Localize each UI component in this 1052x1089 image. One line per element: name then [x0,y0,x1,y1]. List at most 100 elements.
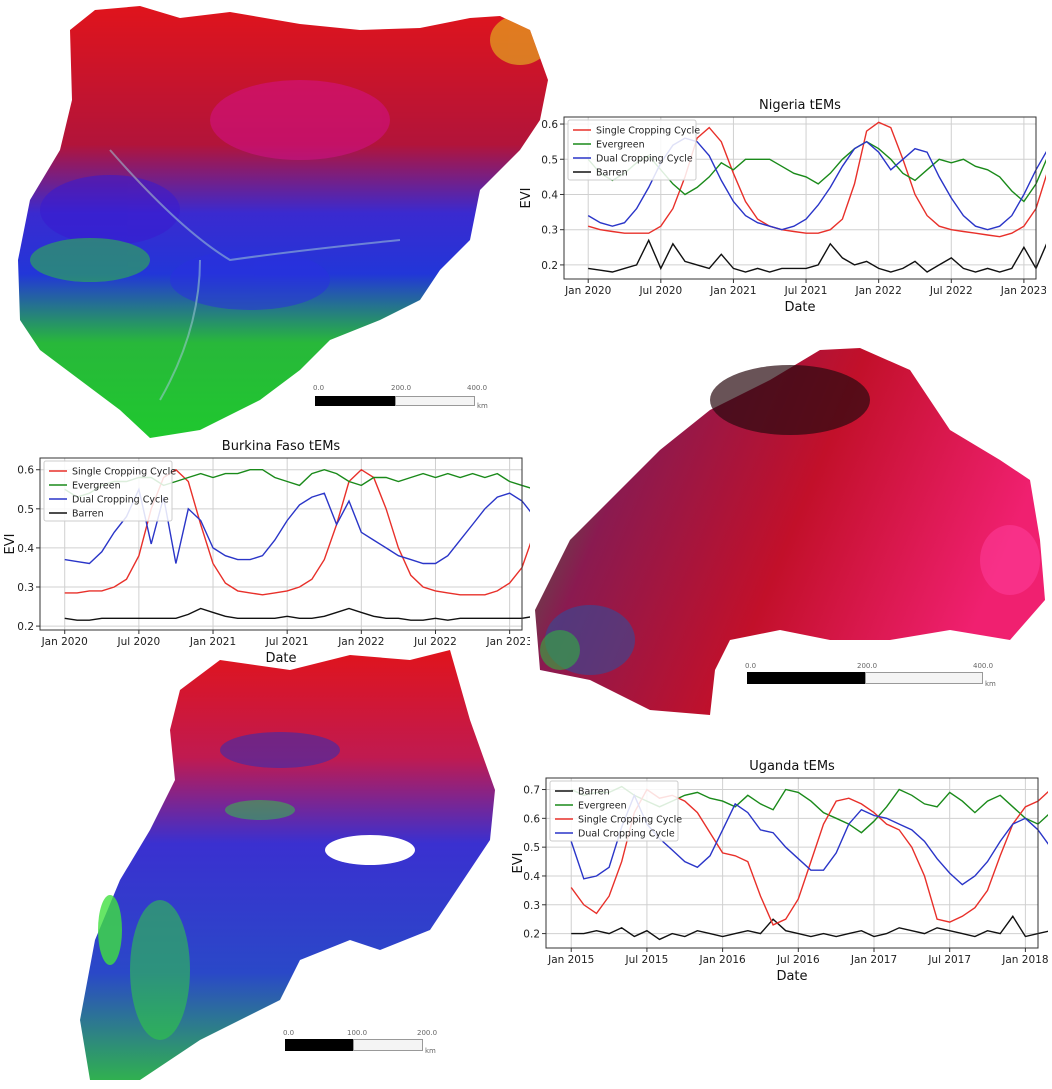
y-axis-label: EVI [519,188,534,209]
y-tick-label: 0.6 [17,465,34,477]
scalebar-label-1: 200.0 [857,662,878,670]
legend-entry: Dual Cropping Cycle [72,495,169,506]
legend-entry: Single Cropping Cycle [578,815,682,826]
scalebar-label-1: 200.0 [391,384,412,392]
scalebar-label-1: 100.0 [347,1029,368,1037]
y-axis-label: EVI [511,853,526,874]
scalebar-label-0: 0.0 [283,1029,295,1037]
x-tick-label: Jan 2022 [855,285,902,297]
y-tick-label: 0.4 [541,189,558,201]
x-tick-label: Jul 2015 [625,954,669,966]
scalebar-label-2: 400.0 [467,384,488,392]
y-tick-label: 0.3 [523,900,540,912]
scalebar-label-2: 200.0 [417,1029,438,1037]
x-tick-label: Jul 2022 [929,285,973,297]
nigeria-map [18,6,548,438]
x-tick-label: Jan 2017 [850,954,897,966]
legend: Single Cropping Cycle Evergreen Dual Cropp… [43,460,176,522]
y-tick-label: 0.3 [541,225,558,237]
uganda-chart: Uganda tEMs Jan 2015 Jul 2015 Jan 2016 Jul 2… [511,759,1048,982]
x-tick-label: Jul 2020 [117,636,161,648]
scalebar-unit: km [425,1047,436,1055]
legend: Barren Evergreen Single Cropping Cycle Dual… [549,780,682,842]
x-tick-label: Jan 2022 [337,636,384,648]
legend-entry: Evergreen [578,801,627,812]
legend-box [43,460,173,522]
legend: Single Cropping Cycle Evergreen Dual Cropp… [567,119,700,181]
y-tick-label: 0.5 [523,842,540,854]
x-tick-label: Jan 2015 [547,954,594,966]
scalebar-white-segment [865,672,983,684]
nigeria-scalebar: 0.0 200.0 400.0 km [313,384,493,414]
y-tick-label: 0.7 [523,785,540,797]
x-tick-label: Jul 2017 [927,954,971,966]
x-axis-label: Date [265,651,296,666]
y-tick-label: 0.2 [523,929,540,941]
x-axis-label: Date [776,969,807,982]
legend-box [567,119,697,181]
scalebar-black-segment [285,1039,353,1051]
x-axis-label: Date [784,300,815,315]
scalebar-unit: km [477,402,488,410]
nigeria-shape [18,6,548,438]
series-line-barren [571,915,1048,941]
legend-entry: Single Cropping Cycle [596,126,700,137]
chart-title: Nigeria tEMs [759,98,841,113]
scalebar-label-0: 0.0 [745,662,757,670]
x-tick-label: Jan 2020 [41,636,88,648]
series-line-dual-cropping-cycle [570,793,1048,886]
legend-entry: Barren [72,509,104,520]
legend-box [549,780,679,842]
legend-entry: Barren [596,168,628,179]
x-tick-label: Jan 2021 [709,285,756,297]
plot-frame [563,116,1037,280]
x-tick-label: Jan 2016 [698,954,746,966]
y-tick-label: 0.5 [541,154,558,166]
y-axis-label: EVI [3,534,18,555]
y-tick-label: 0.5 [17,504,34,516]
x-tick-label: Jan 2018 [1001,954,1048,966]
scalebar-label-2: 400.0 [973,662,994,670]
uganda-map [80,650,495,1080]
y-tick-label: 0.2 [541,260,558,272]
legend-entry: Dual Cropping Cycle [578,829,675,840]
x-tick-label: Jan 2021 [189,636,236,648]
y-tick-label: 0.4 [523,871,540,883]
x-tick-label: Jan 2020 [564,285,611,297]
x-tick-label: Jul 2021 [265,636,309,648]
x-tick-label: Jul 2021 [784,285,828,297]
y-tick-label: 0.6 [541,119,558,131]
burkina-chart: Burkina Faso tEMs Jan 2020 Jul 2020 Jan 202… [3,439,530,666]
scalebar-black-segment [747,672,865,684]
scalebar-unit: km [985,680,996,688]
scalebar-label-0: 0.0 [313,384,325,392]
plot-frame [39,457,523,631]
x-tick-label: Jul 2022 [413,636,457,648]
legend-entry: Barren [578,787,610,798]
scalebar-black-segment [315,396,395,406]
burkina-scalebar: 0.0 200.0 400.0 km [745,662,1005,692]
y-tick-label: 0.3 [17,582,34,594]
chart-title: Uganda tEMs [749,759,835,774]
legend-entry: Evergreen [72,481,121,492]
legend-entry: Dual Cropping Cycle [596,154,693,165]
burkina-map [535,348,1045,715]
x-tick-label: Jul 2016 [776,954,820,966]
burkina-faso-shape [535,348,1045,715]
x-tick-label: Jul 2020 [638,285,682,297]
legend-entry: Evergreen [596,140,645,151]
y-tick-label: 0.6 [523,813,540,825]
x-tick-label: Jan 2023 [486,636,530,648]
scalebar-white-segment [395,396,475,406]
series-line-barren [588,238,1046,273]
series-line-barren [64,607,530,621]
nigeria-chart: Nigeria tEMs Jan 2020 Jul 2020 Jan 2021 Jul … [519,98,1046,315]
x-tick-label: Jan 2023 [1000,285,1046,297]
series-line-evergreen [587,140,1046,203]
series-line-single-cropping-cycle [588,121,1046,238]
uganda-scalebar: 0.0 100.0 200.0 km [283,1029,453,1059]
scalebar-white-segment [353,1039,423,1051]
y-tick-label: 0.4 [17,543,34,555]
chart-title: Burkina Faso tEMs [222,439,341,454]
plot-frame [545,777,1039,949]
